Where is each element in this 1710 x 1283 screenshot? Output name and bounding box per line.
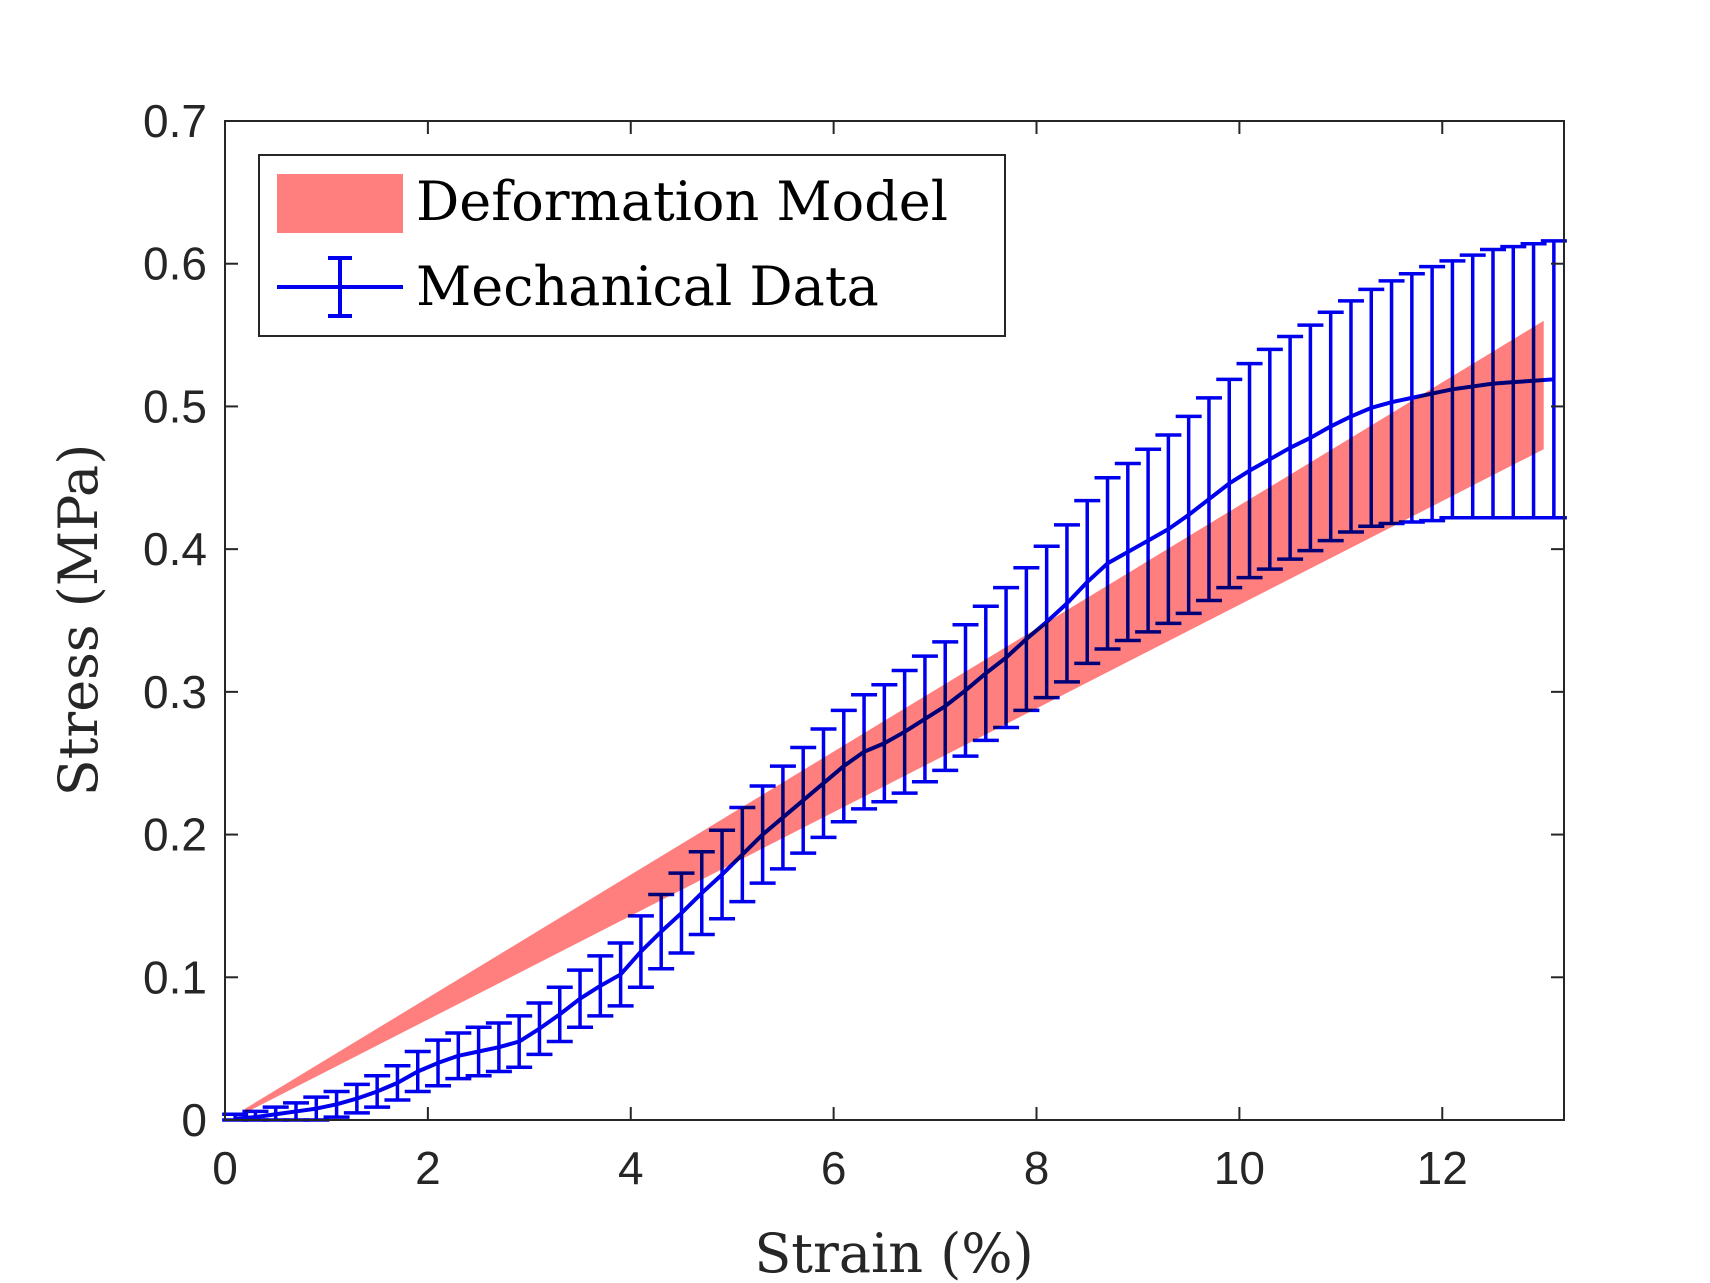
deformation-model-band [245,320,1544,1113]
y-tick-label: 0.4 [143,523,207,575]
x-tick-label: 8 [1024,1142,1050,1194]
mechanical-data-series [222,239,1567,1122]
x-tick-label: 0 [212,1142,238,1194]
y-tick-label: 0 [181,1094,207,1146]
legend-label-mechanical-data: Mechanical Data [416,255,879,318]
legend-swatch-mechanical-data [277,256,403,318]
x-tick-label: 6 [821,1142,847,1194]
x-tick-label: 10 [1214,1142,1265,1194]
y-axis-title: Stress (MPa) [47,444,110,797]
y-tick-label: 0.5 [143,380,207,432]
axes-box [224,120,1565,1121]
x-tick-label: 12 [1417,1142,1468,1194]
y-tick-label: 0.1 [143,951,207,1003]
deformation-model-band-layer [245,320,1544,1113]
y-tick-label: 0.7 [143,95,207,147]
x-tick-label: 4 [618,1142,644,1194]
mechanical-data-line [235,377,1554,1121]
y-tick-label: 0.2 [143,809,207,861]
tick-layer: 0 2 4 6 8 10 12 0 0.1 0.2 0.3 0.4 0.5 0.6 0.7 [143,95,1564,1194]
legend: Deformation Model Mechanical Data [258,154,1006,337]
legend-label-deformation-model: Deformation Model [416,170,948,233]
y-tick-label: 0.3 [143,666,207,718]
y-tick-label: 0.6 [143,238,207,290]
x-axis-title: Strain (%) [754,1222,1033,1283]
mechanical-data-layer [222,239,1567,1122]
x-tick-label: 2 [415,1142,441,1194]
legend-swatch-deformation-model [277,174,403,233]
